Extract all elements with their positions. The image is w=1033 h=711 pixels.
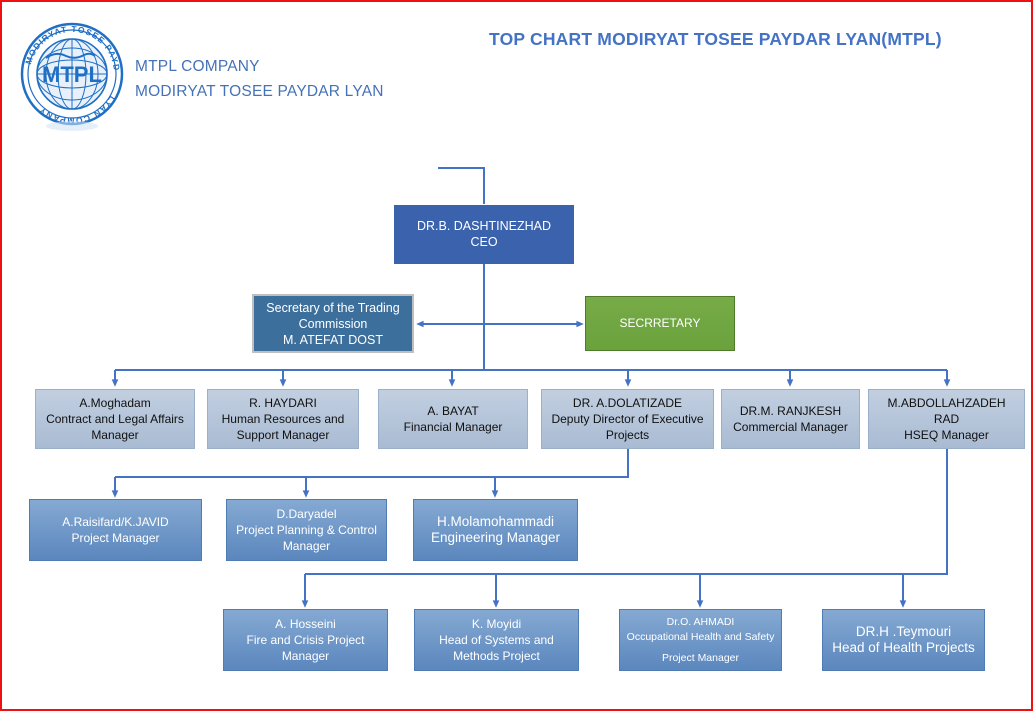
node-l4-2-name: H.Molamohammadi (436, 514, 555, 529)
node-l5-0-role1: Fire and Crisis Project (246, 633, 365, 647)
node-l5-0-role2: Manager (281, 649, 330, 663)
mtpl-logo: MTPL MODIRYAT TOSEE PAYDAR LYAN COMPANY (16, 20, 134, 132)
page-title: TOP CHART MODIRYAT TOSEE PAYDAR LYAN(MTP… (489, 29, 942, 49)
node-l3-0-name: A.Moghadam (79, 396, 151, 410)
node-l3-2-role1: Financial Manager (403, 420, 503, 434)
node-l3-5-role1: HSEQ Manager (904, 428, 989, 442)
node-l3-2-name: A. BAYAT (427, 404, 479, 418)
node-l4-1-role2: Manager (282, 539, 331, 553)
node-l3-3-role2: Projects (605, 428, 650, 442)
node-ceo-role: CEO (470, 234, 498, 249)
node-l3-3-name: DR. A.DOLATIZADE (572, 396, 683, 410)
node-l5-1-role2: Methods Project (453, 649, 540, 663)
node-contract-legal-affairs-manager[interactable]: A.Moghadam Contract and Legal Affairs Ma… (35, 389, 195, 449)
node-project-planning-control-manager[interactable]: D.Daryadel Project Planning & Control Ma… (226, 499, 387, 561)
logo-monogram: MTPL (42, 62, 102, 87)
node-commercial-manager[interactable]: DR.M. RANJKESH Commercial Manager (721, 389, 860, 449)
node-hr-support-manager[interactable]: R. HAYDARI Human Resources and Support M… (207, 389, 359, 449)
node-l3-3-role1: Deputy Director of Executive (551, 412, 704, 426)
node-l3-0-role1: Contract and Legal Affairs (46, 412, 184, 426)
node-head-systems-methods-project[interactable]: K. Moyidi Head of Systems and Methods Pr… (414, 609, 579, 671)
node-l4-0-name: A.Raisifard/K.JAVID (62, 515, 169, 529)
node-l3-0-role2: Manager (91, 428, 139, 442)
node-deputy-director-executive-projects[interactable]: DR. A.DOLATIZADE Deputy Director of Exec… (541, 389, 714, 449)
node-secretary-label: SECRRETARY (619, 315, 701, 330)
company-name-fa-translit: MODIRYAT TOSEE PAYDAR LYAN (135, 83, 384, 100)
node-l4-1-name: D.Daryadel (276, 507, 337, 521)
node-l3-1-role2: Support Manager (236, 428, 330, 442)
node-l5-3-role1: Head of Health Projects (832, 640, 975, 655)
node-project-manager-raisifard-javid[interactable]: A.Raisifard/K.JAVID Project Manager (29, 499, 202, 561)
node-financial-manager[interactable]: A. BAYAT Financial Manager (378, 389, 528, 449)
node-l5-2-name: Dr.O. AHMADI (666, 615, 735, 628)
node-hseq-manager[interactable]: M.ABDOLLAHZADEH RAD HSEQ Manager (868, 389, 1025, 449)
node-trading-secretary-line1: Secretary of the Trading (266, 300, 400, 315)
node-occupational-health-safety-project-manager[interactable]: Dr.O. AHMADI Occupational Health and Saf… (619, 609, 782, 671)
node-secretary[interactable]: SECRRETARY (585, 296, 735, 351)
node-l3-4-name: DR.M. RANJKESH (739, 404, 842, 418)
node-fire-crisis-project-manager[interactable]: A. Hosseini Fire and Crisis Project Mana… (223, 609, 388, 671)
node-l4-0-role1: Project Manager (71, 531, 160, 545)
node-l5-1-name: K. Moyidi (471, 617, 522, 631)
node-l3-1-name: R. HAYDARI (249, 396, 317, 410)
node-ceo-name: DR.B. DASHTINEZHAD (416, 219, 552, 233)
node-l5-1-role1: Head of Systems and (439, 633, 554, 647)
node-ceo[interactable]: DR.B. DASHTINEZHAD CEO (394, 205, 574, 264)
node-trading-secretary-line2: Commission (298, 316, 368, 331)
node-trading-commission-secretary[interactable]: Secretary of the Trading Commission M. A… (252, 294, 414, 353)
node-engineering-manager[interactable]: H.Molamohammadi Engineering Manager (413, 499, 578, 561)
node-l5-2-role2: Project Manager (661, 651, 740, 664)
node-head-health-projects[interactable]: DR.H .Teymouri Head of Health Projects (822, 609, 985, 671)
node-l4-2-role1: Engineering Manager (430, 530, 561, 545)
node-l3-1-role1: Human Resources and (221, 412, 345, 426)
node-l5-0-name: A. Hosseini (275, 617, 336, 631)
node-l5-2-role1: Occupational Health and Safety (626, 630, 775, 643)
company-name-block: MTPL COMPANY MODIRYAT TOSEE PAYDAR LYAN (135, 54, 384, 104)
node-l5-3-name: DR.H .Teymouri (855, 624, 952, 639)
node-trading-secretary-line3: M. ATEFAT DOST (282, 332, 383, 347)
node-l4-1-role1: Project Planning & Control (236, 523, 377, 537)
node-l3-5-name: M.ABDOLLAHZADEH RAD (887, 396, 1006, 426)
node-l3-4-role1: Commercial Manager (733, 420, 848, 434)
company-name-en: MTPL COMPANY (135, 58, 260, 75)
